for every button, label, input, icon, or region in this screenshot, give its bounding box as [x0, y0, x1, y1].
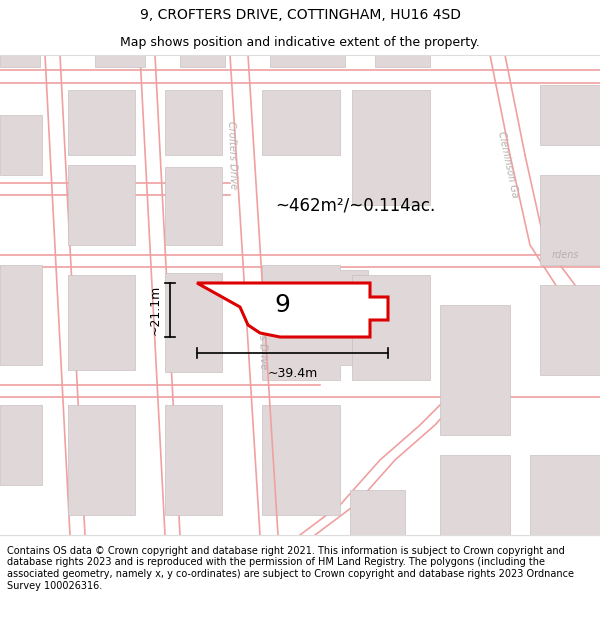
Text: Cleminson Ga: Cleminson Ga	[496, 131, 520, 199]
Polygon shape	[68, 90, 135, 155]
Text: rdens: rdens	[552, 250, 580, 260]
Polygon shape	[180, 55, 225, 67]
Polygon shape	[165, 167, 222, 245]
Text: ~21.1m: ~21.1m	[149, 285, 162, 335]
Text: 9: 9	[275, 293, 290, 317]
Text: ~39.4m: ~39.4m	[268, 367, 317, 380]
Polygon shape	[0, 405, 42, 485]
Text: ~462m²/~0.114ac.: ~462m²/~0.114ac.	[275, 196, 435, 214]
Polygon shape	[540, 175, 600, 265]
Polygon shape	[440, 305, 510, 435]
Polygon shape	[68, 405, 135, 515]
Text: Map shows position and indicative extent of the property.: Map shows position and indicative extent…	[120, 36, 480, 49]
Polygon shape	[262, 405, 340, 515]
Polygon shape	[68, 165, 135, 245]
Polygon shape	[350, 490, 405, 535]
Polygon shape	[165, 405, 222, 515]
Polygon shape	[352, 90, 430, 205]
Text: Contains OS data © Crown copyright and database right 2021. This information is : Contains OS data © Crown copyright and d…	[7, 546, 574, 591]
Polygon shape	[95, 55, 145, 67]
Polygon shape	[68, 275, 135, 370]
Text: Crofters Drive: Crofters Drive	[256, 301, 268, 369]
Polygon shape	[0, 115, 42, 175]
Polygon shape	[0, 265, 42, 365]
Polygon shape	[262, 90, 340, 155]
Polygon shape	[540, 285, 600, 375]
Polygon shape	[540, 85, 600, 145]
Polygon shape	[165, 273, 222, 372]
Text: Crofters Drive: Crofters Drive	[226, 121, 238, 189]
Polygon shape	[0, 55, 40, 67]
Polygon shape	[270, 55, 345, 67]
Text: 9, CROFTERS DRIVE, COTTINGHAM, HU16 4SD: 9, CROFTERS DRIVE, COTTINGHAM, HU16 4SD	[139, 8, 461, 22]
Polygon shape	[530, 455, 600, 535]
Polygon shape	[440, 455, 510, 535]
Polygon shape	[197, 283, 388, 337]
Polygon shape	[352, 275, 430, 380]
Polygon shape	[262, 265, 368, 380]
Polygon shape	[375, 55, 430, 67]
Polygon shape	[165, 90, 222, 155]
